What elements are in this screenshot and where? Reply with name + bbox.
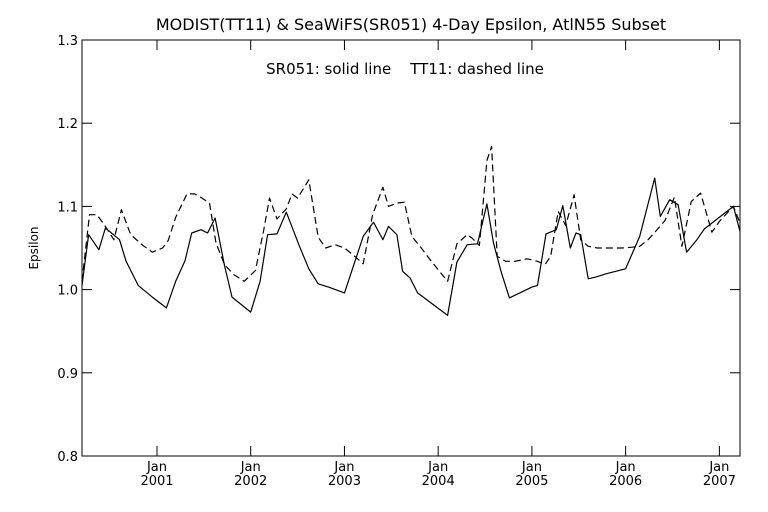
x-tick-year-label: 2002 [234,474,267,489]
x-tick-month-label: Jan [146,460,167,475]
series-layer [81,145,741,316]
x-tick-month-label: Jan [427,460,448,475]
y-tick-label: 1.2 [57,117,78,132]
chart-subtitle: SR051: solid line TT11: dashed line [266,60,544,78]
y-axis-label: Epsilon [27,226,41,269]
y-tick-label: 0.8 [57,450,78,465]
x-tick-month-label: Jan [521,460,542,475]
x-tick-month-label: Jan [333,460,354,475]
series-line-sr051 [81,177,741,316]
x-tick-year-label: 2005 [515,474,548,489]
y-tick-label: 1.3 [57,34,78,49]
x-tick-year-label: 2004 [422,474,455,489]
plot-frame [81,39,741,457]
x-tick-year-label: 2001 [140,474,173,489]
y-axis: 0.8 0.9 1.0 1.1 1.2 1.3 [57,34,740,465]
x-tick-month-label: Jan [240,460,261,475]
x-axis: Jan2001Jan2002Jan2003Jan2004Jan2005Jan20… [140,40,736,489]
x-tick-year-label: 2006 [609,474,642,489]
x-tick-year-label: 2003 [328,474,361,489]
x-tick-month-label: Jan [615,460,636,475]
chart-title: MODIST(TT11) & SeaWiFS(SR051) 4-Day Epsi… [156,15,666,34]
x-tick-year-label: 2007 [703,474,736,489]
y-tick-label: 1.1 [57,200,78,215]
x-tick-month-label: Jan [708,460,729,475]
y-tick-label: 0.9 [57,367,78,382]
y-tick-label: 1.0 [57,284,78,299]
series-line-tt11 [81,145,741,282]
